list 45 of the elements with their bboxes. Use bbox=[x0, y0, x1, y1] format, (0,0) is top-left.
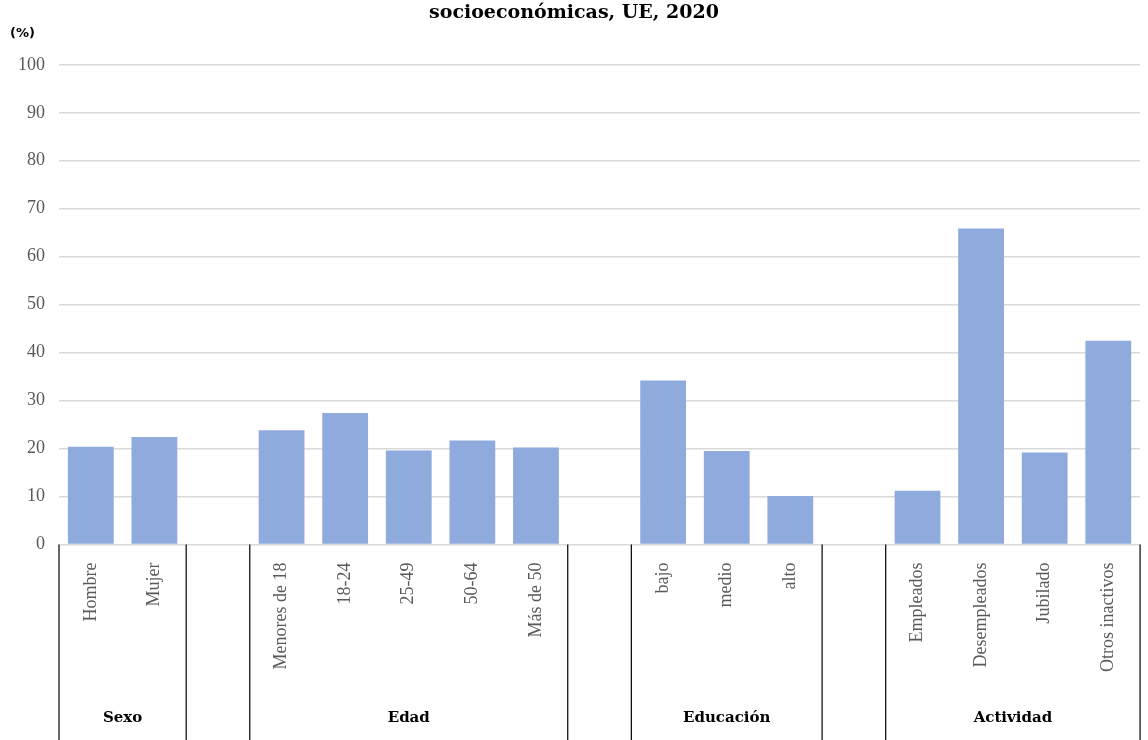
y-tick-label: 70 bbox=[27, 197, 45, 218]
y-tick-label: 30 bbox=[27, 389, 45, 410]
x-tick-label: Otros inactivos bbox=[1097, 562, 1118, 673]
y-tick-label: 20 bbox=[27, 437, 45, 458]
y-tick-label: 50 bbox=[27, 293, 45, 314]
text: Sexo bbox=[102, 707, 143, 726]
bar bbox=[131, 437, 178, 544]
x-tick-label: 50-64 bbox=[461, 562, 482, 605]
y-tick-label: 90 bbox=[27, 101, 45, 122]
y-tick-label: 0 bbox=[36, 533, 45, 554]
text: Actividad bbox=[972, 707, 1053, 726]
bar bbox=[640, 380, 687, 544]
bar bbox=[513, 447, 559, 544]
chart-title: socioeconómicas, UE, 2020 bbox=[429, 0, 719, 23]
x-tick-label: 18-24 bbox=[333, 562, 354, 605]
bar bbox=[449, 440, 496, 544]
bar bbox=[894, 490, 941, 544]
x-tick-label: Desempleados bbox=[969, 562, 990, 668]
bar bbox=[1021, 452, 1068, 544]
x-tick-label: Hombre bbox=[79, 562, 100, 622]
x-tick-label: Menores de 18 bbox=[270, 562, 291, 670]
bar bbox=[703, 450, 750, 544]
y-axis-title: (%) bbox=[10, 25, 35, 41]
x-tick-label: 25-49 bbox=[397, 562, 418, 605]
bar bbox=[67, 446, 114, 544]
bar bbox=[1085, 340, 1132, 544]
y-tick-label: 60 bbox=[27, 245, 45, 266]
bar bbox=[385, 450, 432, 544]
x-tick-label: Más de 50 bbox=[524, 562, 545, 638]
y-tick-label: 100 bbox=[18, 53, 45, 74]
bar bbox=[258, 430, 305, 544]
x-tick-label: alto bbox=[779, 562, 800, 590]
x-tick-label: Mujer bbox=[143, 562, 164, 607]
y-tick-label: 80 bbox=[27, 149, 45, 170]
x-tick-label: Empleados bbox=[906, 562, 927, 643]
bar bbox=[322, 413, 369, 544]
x-tick-label: medio bbox=[715, 562, 736, 608]
bar bbox=[958, 228, 1004, 544]
y-tick-label: 10 bbox=[27, 485, 45, 506]
text: Educación bbox=[683, 707, 771, 726]
y-tick-label: 40 bbox=[27, 341, 45, 362]
bar bbox=[767, 496, 814, 544]
text: Edad bbox=[387, 707, 431, 726]
x-tick-label: Jubilado bbox=[1033, 562, 1054, 624]
x-tick-label: bajo bbox=[651, 562, 672, 594]
